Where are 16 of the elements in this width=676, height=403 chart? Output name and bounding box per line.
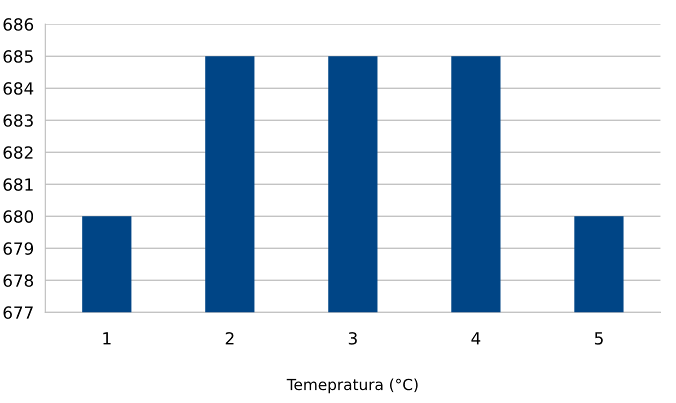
y-tick-label: 678 xyxy=(4,274,34,287)
y-tick-label: 681 xyxy=(4,178,33,191)
x-tick-label: 5 xyxy=(594,332,603,345)
x-tick-label: 1 xyxy=(103,332,111,344)
y-tick-label: 682 xyxy=(4,146,33,159)
y-tick-label: 685 xyxy=(4,50,33,63)
x-tick-label: 4 xyxy=(471,332,480,344)
y-tick-label: 680 xyxy=(4,210,34,223)
y-tick-label: 683 xyxy=(4,114,33,127)
y-tick-label: 677 xyxy=(4,306,33,319)
y-tick-label: 684 xyxy=(4,82,34,95)
y-tick-label: 686 xyxy=(4,18,34,31)
x-axis-title: Temepratura (°C) xyxy=(286,378,418,394)
y-tick-label: 679 xyxy=(4,242,34,255)
x-tick-label: 3 xyxy=(348,332,357,345)
x-tick-label: 2 xyxy=(226,332,234,344)
